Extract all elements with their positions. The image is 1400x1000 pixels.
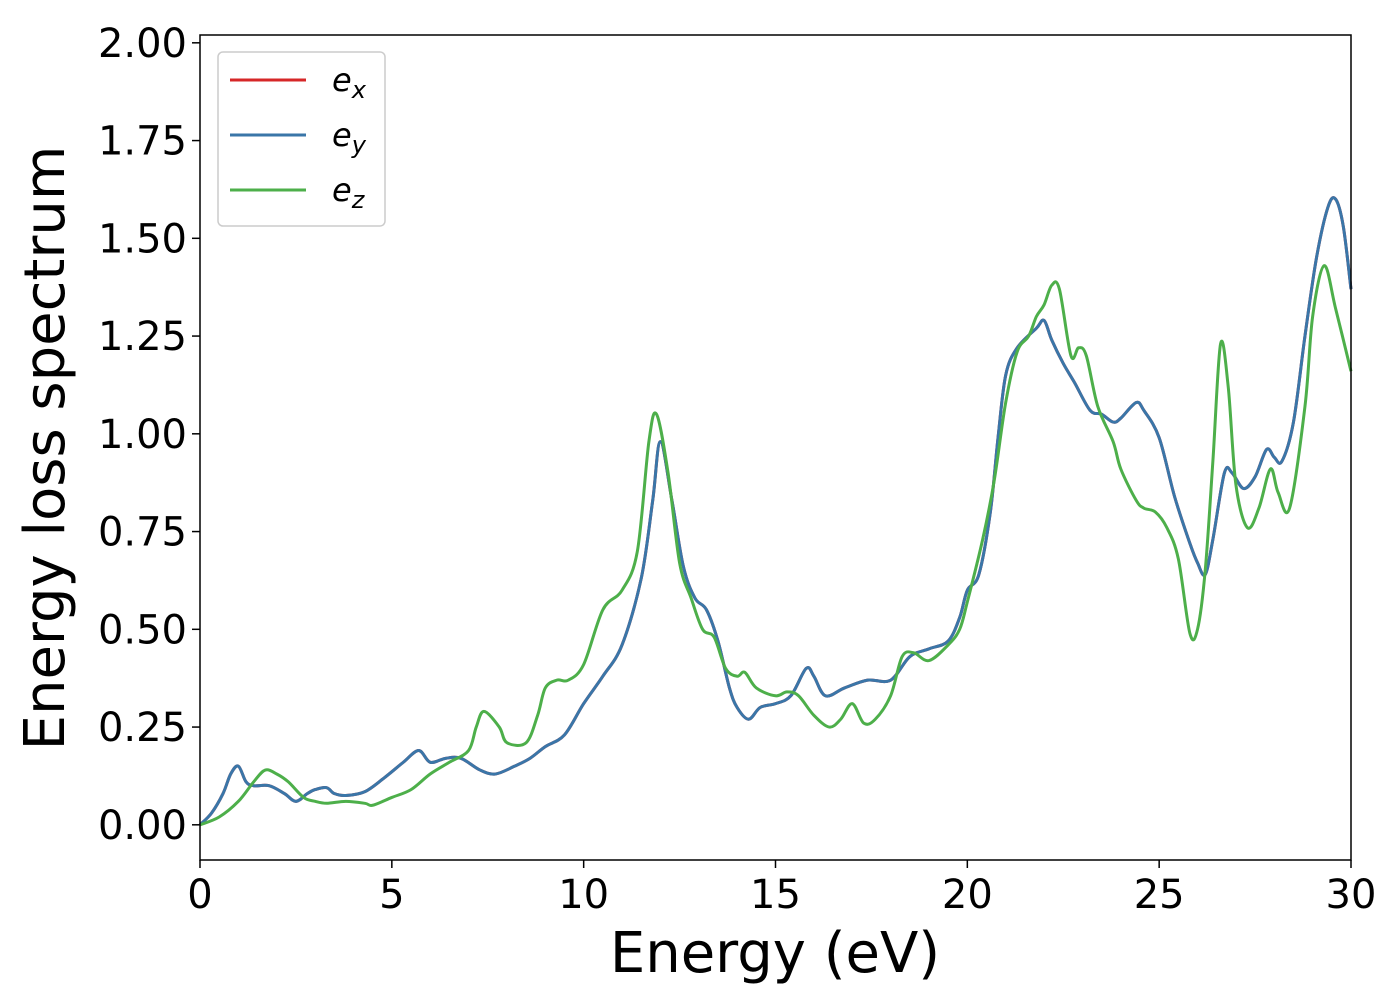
legend-label-ey: ey bbox=[332, 116, 367, 159]
y-axis-ticks: 0.00 0.25 0.50 0.75 1.00 1.25 1.50 1.75 2.00 bbox=[98, 21, 200, 849]
x-axis-title: Energy (eV) bbox=[610, 921, 940, 986]
y-tick-label: 0.00 bbox=[98, 803, 187, 849]
x-tick-label: 5 bbox=[379, 872, 404, 918]
x-tick-label: 10 bbox=[558, 872, 609, 918]
x-tick-label: 15 bbox=[750, 872, 801, 918]
plot-lines bbox=[198, 196, 1353, 827]
y-tick-label: 2.00 bbox=[98, 21, 187, 67]
y-tick-label: 0.50 bbox=[98, 607, 187, 653]
x-axis-ticks: 0 5 10 15 20 25 30 bbox=[187, 860, 1376, 918]
y-tick-label: 0.25 bbox=[98, 705, 187, 751]
y-tick-label: 1.00 bbox=[98, 412, 187, 458]
legend-label-ex: ex bbox=[332, 61, 367, 104]
y-tick-label: 1.50 bbox=[98, 216, 187, 262]
y-tick-label: 1.25 bbox=[98, 314, 187, 360]
x-tick-label: 20 bbox=[942, 872, 993, 918]
x-tick-label: 30 bbox=[1326, 872, 1377, 918]
y-tick-label: 0.75 bbox=[98, 510, 187, 556]
y-tick-label: 1.75 bbox=[98, 119, 187, 165]
series-line-ez bbox=[199, 264, 1353, 827]
legend-box bbox=[217, 51, 386, 227]
legend-label-ez: ez bbox=[332, 171, 366, 214]
x-tick-label: 0 bbox=[187, 872, 212, 918]
y-axis-title: Energy loss spectrum bbox=[13, 146, 78, 751]
x-tick-label: 25 bbox=[1134, 872, 1185, 918]
legend: ex ey ez bbox=[217, 51, 386, 227]
